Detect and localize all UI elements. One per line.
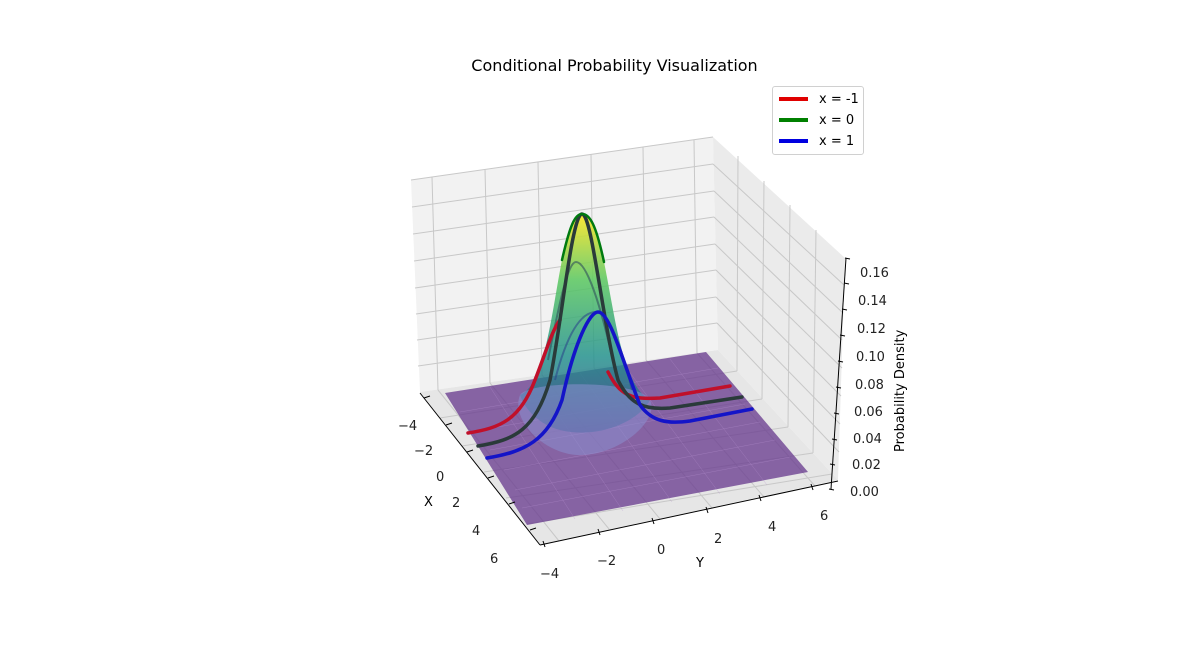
legend-label: x = -1 xyxy=(819,91,859,107)
y-axis-line xyxy=(539,480,839,546)
z-tick: 0.10 xyxy=(856,350,885,365)
y-tick: 0 xyxy=(657,543,665,558)
legend-swatch-blue xyxy=(779,139,808,143)
legend-swatch-red xyxy=(779,97,808,101)
x-tick: 4 xyxy=(472,524,480,539)
z-tick: 0.00 xyxy=(850,485,879,500)
y-axis-label: Y xyxy=(695,556,704,571)
legend-item: x = -1 xyxy=(779,89,859,109)
z-tick: 0.16 xyxy=(860,266,889,281)
x-tick: 2 xyxy=(452,496,460,511)
z-tick: 0.04 xyxy=(853,432,882,447)
x-tick: 0 xyxy=(436,470,444,485)
surface-dome xyxy=(518,384,652,455)
legend-label: x = 0 xyxy=(819,112,855,128)
x-axis-line xyxy=(419,392,541,546)
y-tick: 6 xyxy=(820,509,828,524)
legend-label: x = 1 xyxy=(819,133,855,149)
x-tick: 6 xyxy=(490,552,498,567)
z-axis-line xyxy=(830,257,847,490)
z-tick: 0.14 xyxy=(858,294,887,309)
axis-lines xyxy=(419,257,847,546)
legend-item: x = 0 xyxy=(779,110,854,130)
legend-swatch-green xyxy=(779,118,808,122)
x-axis-label: X xyxy=(424,495,433,510)
y-tick: 2 xyxy=(714,532,722,547)
z-tick: 0.12 xyxy=(857,322,886,337)
y-tick: 4 xyxy=(768,520,776,535)
z-axis-label: Probability Density xyxy=(893,329,908,452)
chart-title: Conditional Probability Visualization xyxy=(471,56,758,75)
conditional-curves xyxy=(466,212,754,460)
x-tick: −4 xyxy=(398,419,417,434)
legend-item: x = 1 xyxy=(779,131,854,151)
z-tick: 0.06 xyxy=(854,405,883,420)
z-tick: 0.02 xyxy=(852,458,881,473)
legend: x = -1 x = 0 x = 1 xyxy=(772,86,864,155)
y-tick: −2 xyxy=(597,554,616,569)
right-grid xyxy=(712,155,845,454)
right-pane xyxy=(713,137,845,480)
z-tick: 0.08 xyxy=(855,378,884,393)
y-tick: −4 xyxy=(540,567,559,582)
x-tick: −2 xyxy=(414,444,433,459)
curve-x-1 xyxy=(485,310,754,460)
